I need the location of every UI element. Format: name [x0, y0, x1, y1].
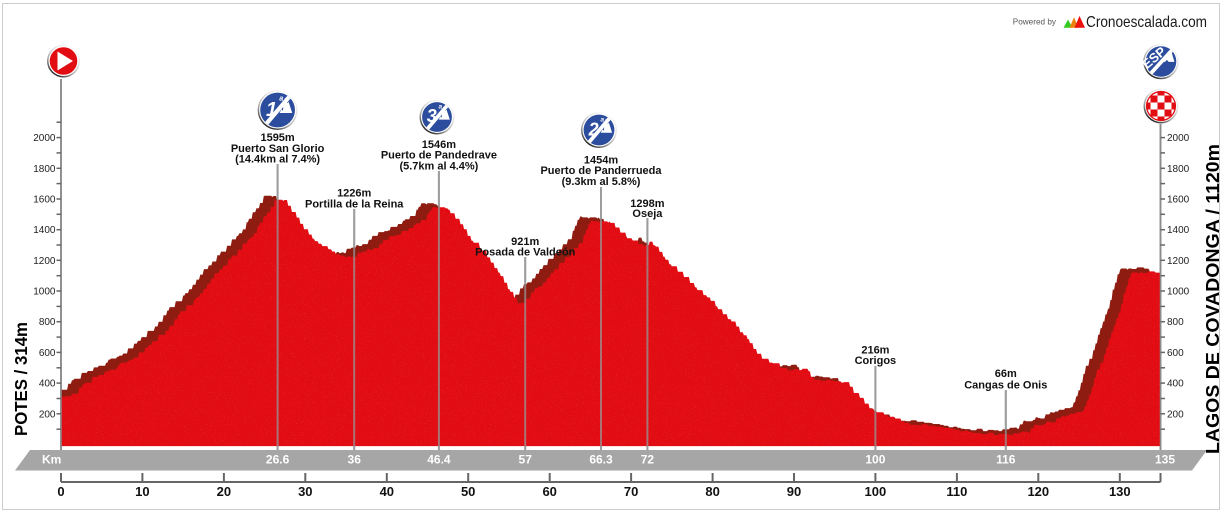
svg-text:1454m: 1454m	[584, 154, 618, 166]
svg-text:200: 200	[1167, 409, 1184, 420]
svg-text:60: 60	[542, 484, 556, 499]
svg-text:Puerto San Glorio: Puerto San Glorio	[231, 143, 325, 155]
svg-text:400: 400	[39, 379, 56, 390]
svg-text:116: 116	[996, 453, 1016, 467]
svg-text:ª: ª	[600, 117, 604, 128]
svg-text:100: 100	[865, 453, 885, 467]
svg-text:80: 80	[705, 484, 719, 499]
svg-text:3: 3	[427, 106, 437, 126]
svg-text:400: 400	[1167, 379, 1184, 390]
svg-text:1: 1	[266, 99, 277, 121]
svg-text:Puerto de Panderrueda: Puerto de Panderrueda	[540, 165, 662, 177]
svg-text:2: 2	[588, 119, 599, 139]
svg-text:1600: 1600	[1167, 195, 1190, 206]
svg-text:1546m: 1546m	[422, 139, 456, 151]
svg-text:ª: ª	[279, 96, 284, 108]
svg-text:(9.3km al 5.8%): (9.3km al 5.8%)	[562, 176, 641, 188]
svg-text:0: 0	[57, 484, 64, 499]
svg-text:90: 90	[787, 484, 801, 499]
svg-text:1200: 1200	[33, 256, 56, 267]
svg-text:1200: 1200	[1167, 256, 1190, 267]
svg-text:Posada de Valdeón: Posada de Valdeón	[475, 246, 576, 258]
svg-text:1595m: 1595m	[260, 132, 294, 144]
svg-text:100: 100	[865, 484, 887, 499]
svg-text:10: 10	[135, 484, 149, 499]
svg-text:120: 120	[1027, 484, 1049, 499]
svg-text:130: 130	[1109, 484, 1131, 499]
svg-text:200: 200	[39, 409, 56, 420]
svg-text:Oseja: Oseja	[632, 208, 663, 220]
svg-text:216m: 216m	[861, 345, 889, 357]
svg-text:30: 30	[298, 484, 312, 499]
svg-text:1000: 1000	[1167, 287, 1190, 298]
svg-text:135: 135	[1155, 453, 1175, 467]
svg-text:800: 800	[39, 317, 56, 328]
svg-text:72: 72	[641, 453, 655, 467]
svg-text:1226m: 1226m	[337, 188, 371, 200]
svg-text:600: 600	[39, 348, 56, 359]
svg-text:600: 600	[1167, 348, 1184, 359]
svg-text:LAGOS DE COVADONGA / 1120m: LAGOS DE COVADONGA / 1120m	[1203, 144, 1222, 454]
svg-text:Cangas de Onis: Cangas de Onis	[964, 380, 1047, 392]
svg-text:Portilla de la Reina: Portilla de la Reina	[305, 198, 404, 210]
svg-text:(5.7km al 4.4%): (5.7km al 4.4%)	[399, 161, 478, 173]
svg-text:20: 20	[217, 484, 231, 499]
svg-text:40: 40	[380, 484, 394, 499]
svg-text:2000: 2000	[1167, 133, 1190, 144]
svg-text:Km: Km	[42, 453, 61, 467]
svg-text:1600: 1600	[33, 195, 56, 206]
svg-text:66m: 66m	[995, 368, 1017, 380]
svg-text:1000: 1000	[33, 287, 56, 298]
svg-text:1400: 1400	[33, 225, 56, 236]
svg-text:50: 50	[461, 484, 475, 499]
svg-text:70: 70	[624, 484, 638, 499]
svg-text:1800: 1800	[1167, 164, 1190, 175]
svg-text:46.4: 46.4	[427, 453, 451, 467]
svg-text:66.3: 66.3	[589, 453, 613, 467]
svg-text:800: 800	[1167, 317, 1184, 328]
svg-text:921m: 921m	[511, 236, 539, 248]
svg-text:Corigos: Corigos	[855, 355, 897, 367]
svg-text:Puerto de Pandedrave: Puerto de Pandedrave	[381, 150, 497, 162]
svg-text:110: 110	[946, 484, 967, 499]
svg-text:26.6: 26.6	[266, 453, 290, 467]
svg-text:ª: ª	[438, 104, 442, 115]
svg-text:Powered by: Powered by	[1013, 18, 1057, 27]
svg-text:Cronoescalada.com: Cronoescalada.com	[1086, 14, 1207, 31]
svg-text:(14.4km al 7.4%): (14.4km al 7.4%)	[235, 154, 320, 166]
svg-text:1800: 1800	[33, 164, 56, 175]
svg-text:2000: 2000	[33, 133, 56, 144]
svg-text:57: 57	[519, 453, 533, 467]
svg-text:POTES / 314m: POTES / 314m	[11, 322, 31, 436]
svg-text:1400: 1400	[1167, 225, 1190, 236]
svg-text:36: 36	[348, 453, 362, 467]
svg-text:1298m: 1298m	[630, 198, 664, 210]
